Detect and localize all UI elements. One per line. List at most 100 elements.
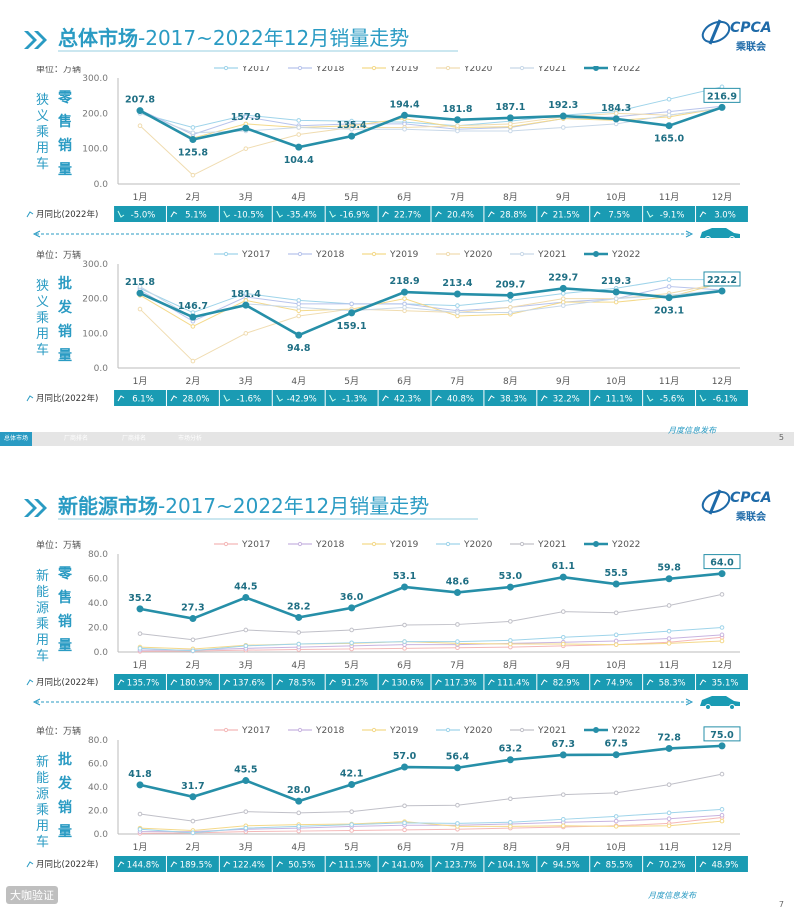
data-point-Y2022: [242, 777, 250, 785]
legend-label: Y2019: [389, 250, 419, 260]
data-point-Y2022: [506, 756, 514, 764]
cpca-emblem-icon: [701, 489, 731, 515]
x-tick-label: 10月: [606, 192, 626, 203]
yoy-cell: [643, 390, 696, 406]
data-point-Y2022: [559, 284, 567, 292]
data-point-Y2022: [718, 287, 726, 295]
legend-item: Y2021: [510, 726, 566, 736]
legend-label: Y2017: [241, 250, 270, 260]
legend-item: Y2022: [584, 540, 640, 550]
data-point-Y2020: [508, 121, 513, 127]
series-line-Y2022: [139, 744, 723, 803]
section-label-char: 狭: [36, 93, 49, 108]
data-point-Y2022: [189, 313, 197, 321]
yoy-cell: [696, 856, 748, 872]
publish-label: 月度信息发布: [648, 891, 696, 900]
yoy-value: 35.1%: [711, 679, 738, 689]
yoy-cell: [484, 674, 537, 690]
yoy-cell: [696, 206, 748, 222]
data-point-Y2022: [348, 781, 356, 789]
data-point-Y2018: [666, 636, 672, 641]
footer-tab-3[interactable]: 厂商排名: [122, 435, 147, 442]
section-label-char: 车: [36, 648, 49, 664]
x-tick-label: 12月: [712, 660, 732, 671]
trend-up-icon: [382, 861, 389, 868]
car-wheel: [729, 704, 735, 710]
legend-item: Y2020: [436, 726, 493, 736]
unit-label: 单位：万辆: [36, 725, 81, 737]
x-tick-label: 2月: [186, 192, 201, 203]
legend-marker: [445, 66, 451, 71]
trend-down-icon: [329, 394, 336, 402]
yoy-cell: [114, 856, 166, 872]
data-point-Y2021: [296, 630, 302, 635]
car-wheel: [729, 236, 735, 238]
series-line-Y2018: [140, 634, 723, 651]
yoy-value: -9.1%: [660, 211, 685, 221]
section-label-char: 车: [36, 156, 49, 172]
legend-marker: [223, 251, 229, 257]
x-tick-label: 7月: [450, 376, 465, 387]
x-tick-label: 4月: [291, 842, 306, 853]
trend-up-icon: [382, 679, 389, 686]
data-point-Y2022: [189, 615, 197, 623]
data-point-Y2021: [349, 809, 354, 814]
legend-marker: [519, 727, 525, 733]
y-tick-label: 40.0: [88, 783, 108, 793]
trend-down-icon: [646, 394, 654, 402]
data-point-Y2021: [613, 296, 619, 301]
data-point-Y2021: [560, 303, 566, 308]
yoy-cell: [272, 856, 325, 872]
data-point-Y2022: [295, 331, 303, 339]
trend-up-icon: [223, 861, 231, 868]
data-label: 207.8: [125, 95, 155, 106]
data-label: 63.2: [499, 744, 522, 755]
y-tick-label: 0.0: [94, 364, 109, 374]
trend-up-icon: [646, 679, 654, 686]
yoy-row-label: 月同比(2022年): [36, 209, 98, 220]
data-label: 67.3: [552, 739, 575, 750]
yoy-value: 144.8%: [127, 861, 159, 871]
data-label: 104.4: [284, 155, 314, 166]
yoy-value: 137.6%: [233, 679, 265, 689]
section-label-char: 乘: [36, 803, 49, 818]
data-point-Y2022: [401, 583, 409, 591]
legend-label: Y2017: [241, 540, 270, 550]
chart-total-retail: 单位：万辆 Y2017 Y2018 Y2019 Y2020 Y2021 Y2022 狭义乘用车…: [26, 66, 748, 238]
section-label-char: 能: [36, 585, 49, 600]
data-point-Y2022: [136, 107, 144, 115]
footer-tab-total[interactable]: 总体市场: [0, 432, 33, 446]
yoy-cell: [643, 206, 696, 222]
x-tick-label: 4月: [291, 376, 306, 387]
y-tick-label: 300.0: [82, 260, 108, 270]
trend-up-icon: [593, 861, 601, 868]
data-label: 27.3: [181, 603, 204, 614]
series-line-Y2021: [139, 593, 723, 641]
data-label: 59.8: [657, 563, 681, 574]
yoy-value: 82.9%: [553, 679, 580, 689]
slide-title-main: 总体市场: [58, 26, 138, 50]
data-point-Y2017: [560, 291, 566, 296]
legend-item: Y2017: [214, 726, 270, 736]
trend-up-icon: [593, 395, 601, 402]
data-label: 36.0: [340, 592, 364, 603]
legend-label: Y2022: [611, 540, 640, 550]
data-point-Y2017: [508, 298, 513, 303]
yoy-value: 135.7%: [127, 679, 159, 689]
x-tick-label: 10月: [606, 660, 626, 671]
legend-label: Y2022: [611, 66, 640, 74]
footer-tab-2[interactable]: 厂商排名: [64, 435, 89, 442]
data-point-Y2022: [401, 288, 409, 296]
legend-item: Y2017: [214, 66, 270, 74]
arrow-left-icon: [32, 230, 41, 238]
legend-marker: [297, 66, 303, 71]
data-label: 53.0: [499, 571, 523, 582]
metric-label-char: 量: [58, 824, 72, 840]
y-tick-label: 300.0: [82, 74, 108, 84]
yoy-value: 111.5%: [338, 861, 370, 871]
data-point-Y2021: [137, 631, 143, 636]
x-tick-label: 4月: [291, 192, 306, 203]
legend-item: Y2021: [510, 250, 566, 260]
trend-up-icon: [223, 679, 231, 686]
footer-tab-4[interactable]: 市场分析: [178, 435, 203, 442]
